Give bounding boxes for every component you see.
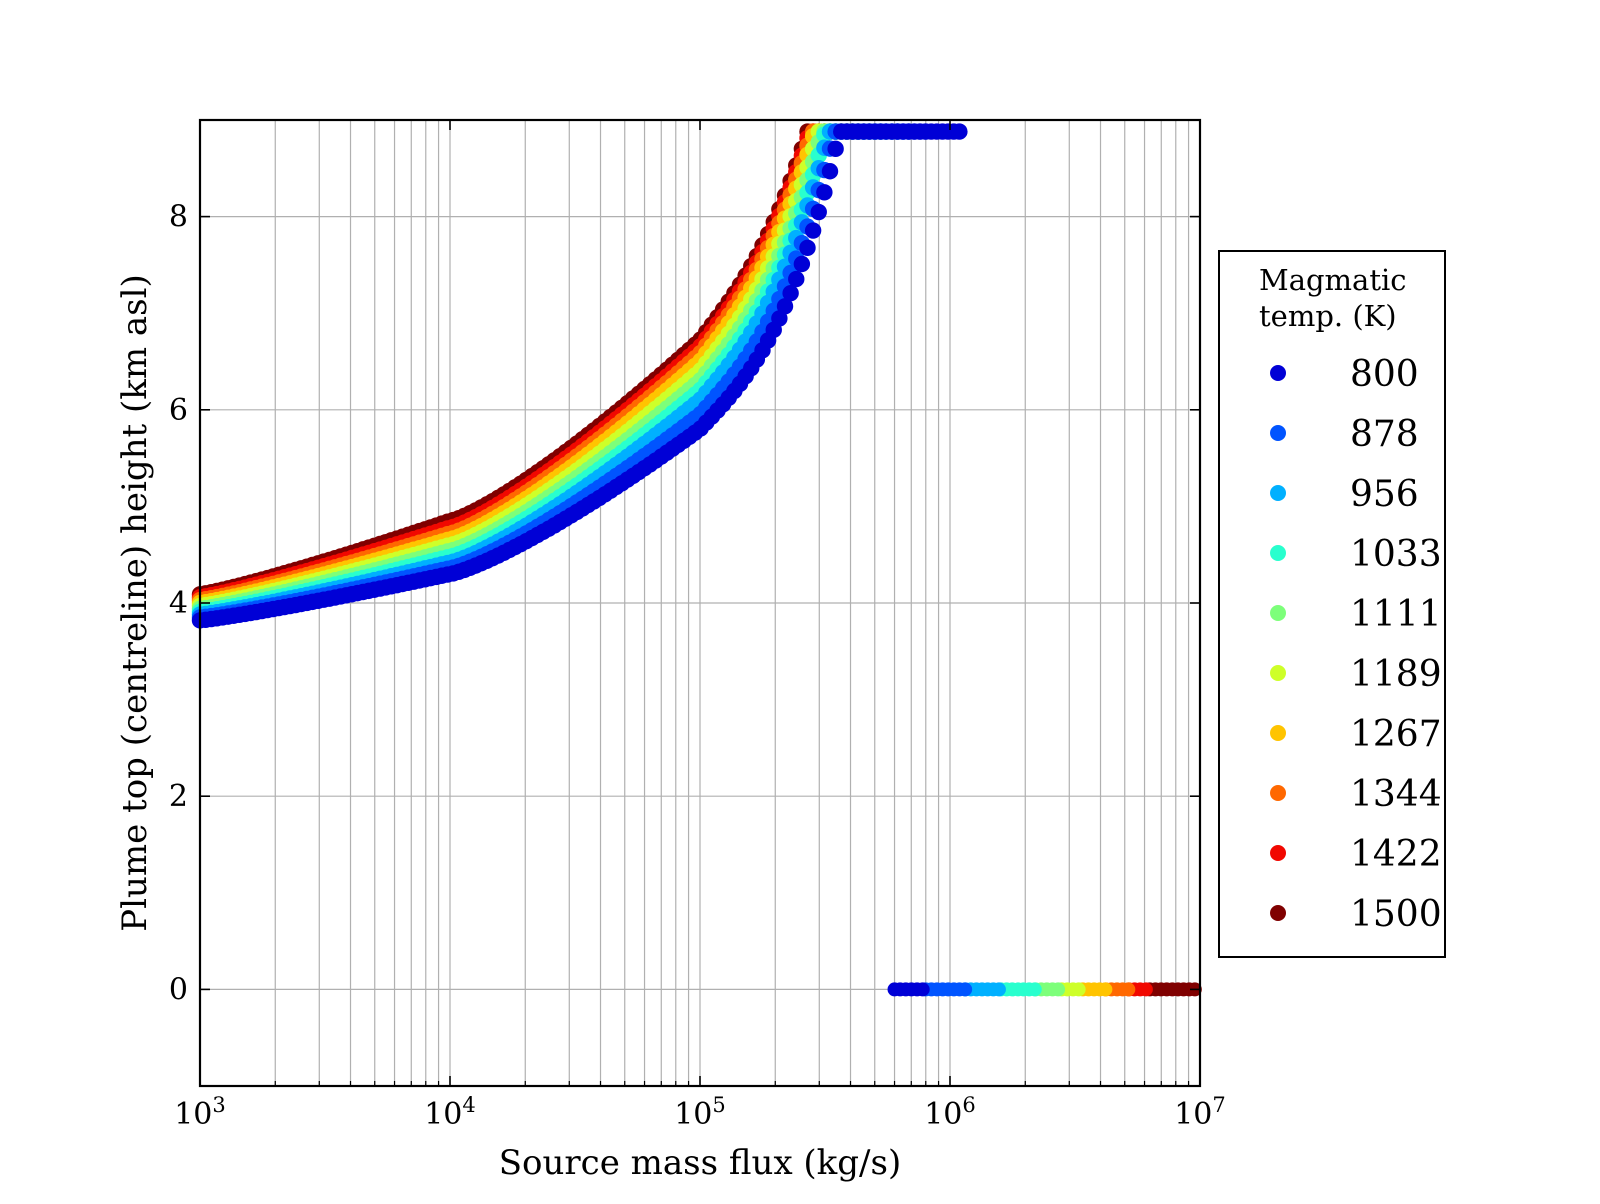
y-tick-label: 8 bbox=[169, 200, 188, 235]
legend-title-line2: temp. (K) bbox=[1259, 299, 1397, 333]
legend-marker-1189 bbox=[1270, 665, 1286, 681]
legend-marker-878 bbox=[1270, 425, 1286, 441]
series-800 bbox=[191, 123, 968, 997]
legend-label-1267: 1267 bbox=[1350, 714, 1442, 755]
data-point bbox=[816, 184, 833, 201]
collapse-point bbox=[915, 982, 930, 997]
data-point bbox=[799, 239, 816, 257]
y-tick-label: 0 bbox=[169, 972, 188, 1007]
x-tick-label: 106 bbox=[924, 1093, 976, 1132]
legend-entries: 800 878 956 1033 1111 1189 1267 1344 1422 1500 bbox=[1270, 354, 1442, 935]
legend-label-1189: 1189 bbox=[1350, 654, 1442, 695]
data-point bbox=[793, 255, 811, 273]
legend-marker-1422 bbox=[1270, 845, 1286, 861]
y-tick-label: 2 bbox=[169, 779, 188, 814]
y-axis-label: Plume top (centreline) height (km asl) bbox=[115, 274, 155, 932]
legend-marker-800 bbox=[1270, 365, 1286, 381]
data-point bbox=[771, 310, 788, 327]
x-tick-label: 107 bbox=[1174, 1093, 1226, 1132]
data-point bbox=[776, 298, 794, 315]
grid-layer bbox=[199, 120, 1200, 1086]
collapse-point bbox=[1138, 982, 1153, 997]
legend-marker-956 bbox=[1270, 485, 1286, 501]
data-point bbox=[810, 203, 827, 221]
legend-marker-1033 bbox=[1270, 545, 1286, 561]
legend-title-line1: Magmatic bbox=[1259, 263, 1407, 297]
legend-label-1344: 1344 bbox=[1350, 774, 1442, 815]
data-point bbox=[827, 140, 844, 158]
legend-label-1033: 1033 bbox=[1350, 534, 1442, 575]
x-tick-label: 104 bbox=[424, 1093, 476, 1132]
x-axis-label: Source mass flux (kg/s) bbox=[499, 1143, 901, 1183]
y-tick-label: 4 bbox=[169, 586, 188, 621]
legend-label-878: 878 bbox=[1350, 414, 1419, 455]
legend-marker-1500 bbox=[1270, 905, 1286, 921]
collapse-point bbox=[1027, 982, 1042, 997]
collapse-point bbox=[1121, 982, 1136, 997]
data-point bbox=[782, 284, 799, 302]
legend-label-1422: 1422 bbox=[1350, 834, 1442, 875]
collapse-point bbox=[958, 982, 973, 997]
data-point bbox=[804, 222, 822, 239]
legend-label-1500: 1500 bbox=[1350, 894, 1442, 935]
legend-label-956: 956 bbox=[1350, 474, 1419, 515]
legend-box bbox=[1218, 250, 1446, 958]
collapse-point bbox=[1071, 982, 1086, 997]
collapse-point bbox=[1098, 982, 1113, 997]
legend-label-1111: 1111 bbox=[1350, 594, 1442, 635]
y-tick-label: 6 bbox=[169, 393, 188, 428]
x-tick-label: 105 bbox=[674, 1093, 726, 1132]
ticks-layer: 103 104 105 106 107 0 2 4 6 8 bbox=[169, 120, 1226, 1132]
legend-label-800: 800 bbox=[1350, 354, 1419, 395]
data-points-layer bbox=[191, 123, 1202, 997]
collapse-point bbox=[991, 982, 1006, 997]
data-point bbox=[821, 163, 839, 180]
legend-marker-1344 bbox=[1270, 785, 1286, 801]
legend-marker-1267 bbox=[1270, 725, 1286, 741]
legend: Magmatic temp. (K) 800 878 956 1033 1111 1189… bbox=[1218, 250, 1446, 958]
data-point bbox=[951, 123, 968, 140]
legend-marker-1111 bbox=[1270, 605, 1286, 621]
collapse-point bbox=[1051, 982, 1066, 997]
data-point bbox=[788, 270, 805, 288]
x-tick-label: 103 bbox=[174, 1093, 226, 1132]
